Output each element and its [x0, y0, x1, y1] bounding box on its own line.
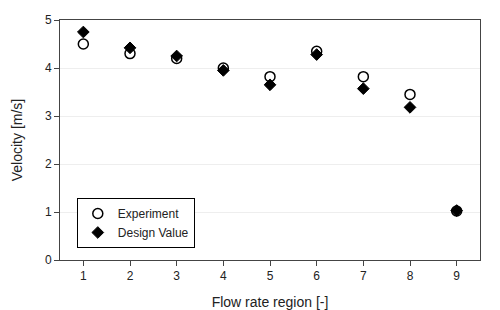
svg-text:Flow rate region [-]: Flow rate region [-] [212, 294, 329, 310]
svg-text:1: 1 [80, 269, 87, 283]
svg-text:8: 8 [407, 269, 414, 283]
svg-text:2: 2 [45, 157, 52, 171]
svg-text:4: 4 [220, 269, 227, 283]
svg-text:0: 0 [45, 253, 52, 267]
svg-text:3: 3 [173, 269, 180, 283]
svg-text:Velocity [m/s]: Velocity [m/s] [9, 99, 25, 181]
svg-text:Experiment: Experiment [118, 207, 179, 221]
svg-text:2: 2 [127, 269, 134, 283]
svg-text:3: 3 [45, 109, 52, 123]
svg-text:9: 9 [453, 269, 460, 283]
svg-text:Design Value: Design Value [118, 226, 189, 240]
svg-text:7: 7 [360, 269, 367, 283]
svg-text:4: 4 [45, 61, 52, 75]
svg-text:6: 6 [313, 269, 320, 283]
svg-text:5: 5 [267, 269, 274, 283]
svg-text:5: 5 [45, 13, 52, 27]
svg-text:1: 1 [45, 205, 52, 219]
